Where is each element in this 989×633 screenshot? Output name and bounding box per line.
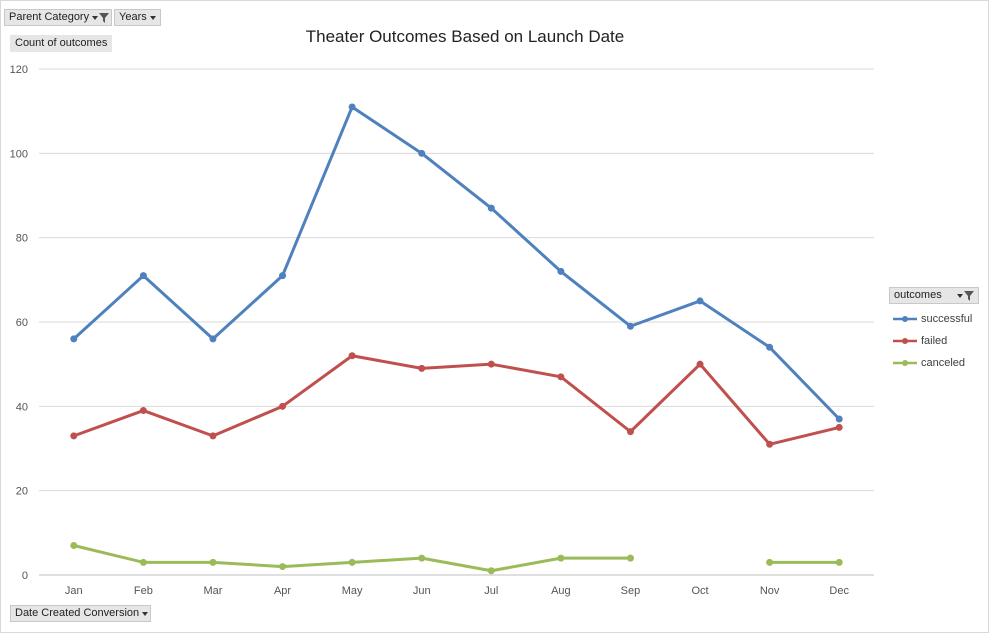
data-point-successful [348, 103, 356, 111]
data-point-successful [766, 343, 774, 351]
data-point-successful [279, 272, 287, 280]
data-point-failed [557, 373, 565, 381]
data-point-successful [626, 322, 634, 330]
data-point-successful [835, 415, 843, 423]
axis-field-button[interactable]: Date Created Conversion [10, 605, 151, 622]
value-field-button[interactable]: Count of outcomes [10, 35, 113, 52]
y-tick-label: 0 [22, 570, 28, 582]
y-tick-label: 80 [16, 233, 28, 245]
data-point-canceled [70, 541, 78, 549]
y-tick-label: 40 [16, 401, 28, 413]
dropdown-arrow-icon [92, 15, 99, 20]
legend-label-successful: successful [921, 313, 973, 325]
parent-category-label: Parent Category [9, 11, 90, 23]
data-point-canceled [835, 558, 843, 566]
x-tick-label: Jul [484, 585, 498, 597]
data-point-failed [626, 428, 634, 436]
data-point-failed [696, 360, 704, 368]
x-tick-label: Jan [65, 585, 83, 597]
legend-marker-canceled [893, 360, 917, 366]
data-point-failed [209, 432, 217, 440]
filter-funnel-icon [99, 12, 110, 23]
x-tick-label: Nov [760, 585, 780, 597]
legend-item-canceled: canceled [889, 352, 979, 374]
parent-category-filter-button[interactable]: Parent Category [4, 9, 112, 26]
data-point-canceled [279, 563, 287, 571]
series-line-failed [73, 354, 840, 446]
y-tick-label: 100 [10, 148, 28, 160]
series-line-canceled [73, 544, 631, 573]
axis-field-label: Date Created Conversion [15, 607, 140, 619]
data-point-successful [696, 297, 704, 305]
data-point-failed [139, 407, 147, 415]
x-tick-label: May [342, 585, 363, 597]
data-point-successful [70, 335, 78, 343]
x-tick-label: Sep [621, 585, 641, 597]
filter-funnel-icon [964, 290, 974, 301]
data-point-failed [70, 432, 78, 440]
legend-label-canceled: canceled [921, 357, 966, 369]
data-point-canceled [626, 554, 634, 562]
data-point-canceled [766, 558, 774, 566]
data-point-canceled [557, 554, 565, 562]
data-point-successful [487, 204, 495, 212]
data-point-canceled [348, 558, 356, 566]
x-tick-label: Oct [691, 585, 708, 597]
legend-label-failed: failed [921, 335, 948, 347]
years-label: Years [119, 11, 147, 23]
x-tick-label: Feb [134, 585, 153, 597]
dropdown-arrow-icon [957, 293, 963, 298]
data-point-canceled [209, 558, 217, 566]
y-tick-label: 120 [10, 64, 28, 76]
data-point-successful [209, 335, 217, 343]
data-point-failed [835, 423, 843, 431]
legend-marker-successful [893, 316, 917, 322]
legend-item-failed: failed [889, 330, 979, 352]
data-point-failed [766, 440, 774, 448]
x-tick-label: Mar [203, 585, 222, 597]
y-tick-label: 60 [16, 317, 28, 329]
data-point-canceled [139, 558, 147, 566]
x-tick-label: Aug [551, 585, 571, 597]
data-point-successful [139, 272, 147, 280]
years-filter-button[interactable]: Years [114, 9, 161, 26]
data-point-successful [418, 149, 426, 157]
legend-item-successful: successful [889, 308, 979, 330]
legend-title: outcomes [894, 289, 942, 301]
x-tick-label: Dec [829, 585, 849, 597]
data-point-failed [487, 360, 495, 368]
series-line-successful [72, 105, 841, 421]
x-tick-label: Jun [413, 585, 431, 597]
data-point-canceled [487, 567, 495, 575]
dropdown-arrow-icon [149, 15, 156, 20]
dropdown-arrow-icon [142, 611, 149, 616]
data-point-failed [418, 364, 426, 372]
y-tick-label: 20 [16, 486, 28, 498]
x-tick-label: Apr [274, 585, 291, 597]
data-point-canceled [418, 554, 426, 562]
legend-marker-failed [893, 338, 917, 344]
data-point-failed [279, 402, 287, 410]
data-point-failed [348, 352, 356, 360]
legend-filter-button[interactable]: outcomes [889, 287, 979, 304]
legend: outcomes successful failed canceled [889, 287, 979, 374]
chart-title: Theater Outcomes Based on Launch Date [305, 27, 625, 46]
data-point-successful [557, 267, 565, 275]
